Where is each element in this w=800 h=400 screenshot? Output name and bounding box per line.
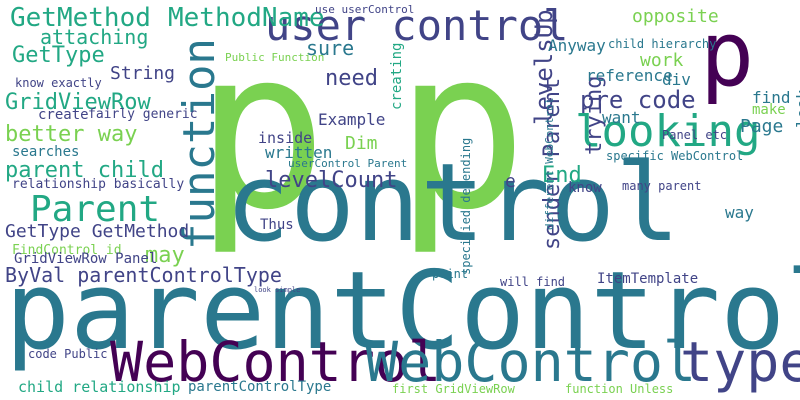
cloud-word: need [325,66,378,91]
cloud-word: way [725,203,754,222]
cloud-word: levelCount [265,168,398,193]
cloud-word: child hierarchy [608,37,717,51]
cloud-word: opposite [632,6,719,27]
cloud-word: GetMethod [10,3,151,33]
cloud-word: e [505,171,516,192]
cloud-word: first GridViewRow [392,382,515,396]
cloud-word: div [662,70,691,89]
cloud-word: ByVal parentControlType [5,263,282,287]
cloud-word: use userControl [315,3,415,16]
cloud-word: userControl Parent [288,157,408,170]
cloud-word: Dim [345,133,378,154]
cloud-word: create [38,107,89,123]
cloud-word: FindControl id [12,243,122,258]
cloud-word: Public Function [225,51,325,64]
cloud-word: type [680,330,800,394]
cloud-word: p [195,2,328,258]
cloud-word: WebControl [110,330,442,394]
cloud-word: GridViewRow Panel [14,251,158,267]
cloud-word: parentControlType [188,379,332,395]
cloud-word: find [752,88,791,107]
cloud-word: point [432,267,469,281]
cloud-word: many parent [622,179,702,193]
cloud-word: know exactly [15,76,102,90]
cloud-word: want [602,108,641,127]
cloud-word: Example [318,110,386,129]
cloud-word: will find [500,275,566,289]
cloud-word: p [700,2,755,107]
cloud-word: control [225,141,681,266]
cloud-word: look [793,89,800,128]
cloud-word: know [568,180,602,196]
cloud-word: may [145,243,185,268]
cloud-word: Page [740,116,784,137]
cloud-word: inside [258,129,313,147]
cloud-word: parent child [5,158,164,183]
cloud-word: child relationship [18,378,181,396]
cloud-word: reference [586,66,673,85]
cloud-word: sure [306,36,355,60]
cloud-word: relationship basically [12,177,185,192]
cloud-word: MethodName [168,3,325,33]
cloud-word: Anyway [548,36,606,55]
cloud-word: specified depending [459,137,473,275]
cloud-word: WebControl [365,330,697,394]
cloud-word: Thus [260,217,294,233]
cloud-word: look simple [254,286,301,294]
cloud-word: function [174,38,225,250]
cloud-word: Panel etc [662,128,728,142]
cloud-word: creating [389,42,405,110]
cloud-word: parentControl [5,249,800,374]
cloud-word: searches [12,144,80,160]
cloud-word: different WebControl [543,97,556,230]
cloud-word: Parent [30,189,161,230]
cloud-word: GetType [12,43,105,68]
cloud-word: looking [575,106,761,157]
cloud-word: p [395,2,528,258]
cloud-word: specific WebControl [606,149,744,163]
cloud-word: pre code [580,86,696,114]
cloud-word: function Unless [565,382,674,396]
cloud-word: make [752,102,786,118]
cloud-word: work [640,50,684,71]
cloud-word: better way [5,122,138,147]
cloud-word: GetType GetMethod [5,221,190,242]
cloud-word: ItemTemplate [597,271,699,287]
cloud-word: attaching [40,25,149,49]
cloud-word: code Public [28,347,108,361]
cloud-word: written [265,143,333,162]
cloud-word: fairly generic [88,107,198,122]
cloud-word: End [542,163,582,188]
cloud-word: String [110,63,176,84]
cloud-word: GridViewRow [5,90,151,115]
cloud-word: user control [265,1,569,50]
